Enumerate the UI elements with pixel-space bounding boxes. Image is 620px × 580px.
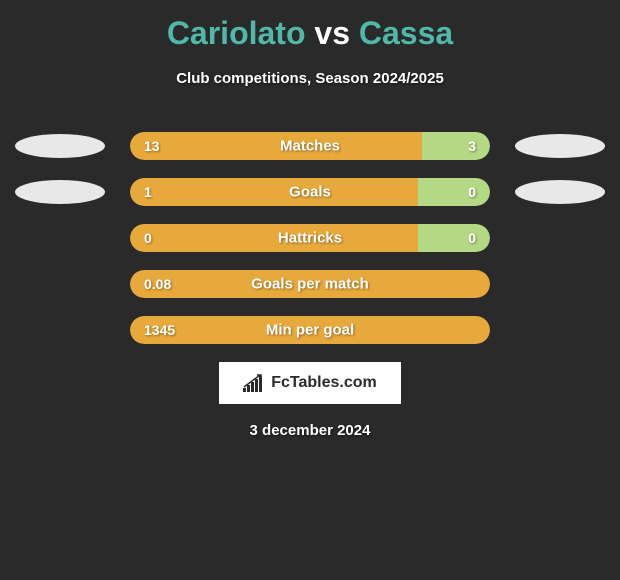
bar-right: 3 <box>422 132 490 160</box>
stat-row: 13 3 Matches <box>5 132 615 160</box>
stat-right-value: 0 <box>468 184 476 200</box>
stat-label: Goals <box>289 184 331 201</box>
player2-avatar <box>515 180 605 204</box>
stat-row: 1345 Min per goal <box>5 316 615 344</box>
stat-left-value: 0 <box>144 230 152 246</box>
date-text: 3 december 2024 <box>5 422 615 439</box>
stat-row: 1 0 Goals <box>5 178 615 206</box>
bar-right: 0 <box>418 224 490 252</box>
logo-box[interactable]: FcTables.com <box>219 362 401 404</box>
bar-left: 1 <box>130 178 418 206</box>
player1-avatar <box>15 180 105 204</box>
stat-bar: 0.08 Goals per match <box>130 270 490 298</box>
stat-right-value: 0 <box>468 230 476 246</box>
stat-bar: 1 0 Goals <box>130 178 490 206</box>
stat-left-value: 1 <box>144 184 152 200</box>
stat-label: Min per goal <box>266 322 354 339</box>
player1-avatar <box>15 134 105 158</box>
chart-icon <box>243 374 265 392</box>
bar-right: 0 <box>418 178 490 206</box>
logo-container: FcTables.com <box>5 362 615 404</box>
stat-row: 0.08 Goals per match <box>5 270 615 298</box>
stats-container: 13 3 Matches 1 0 Goals 0 0 Hattricks 0.08 Goals pe… <box>5 132 615 344</box>
stat-bar: 0 0 Hattricks <box>130 224 490 252</box>
avatar-slot-left <box>5 134 115 158</box>
avatar-slot-left <box>5 180 115 204</box>
logo-text: FcTables.com <box>271 374 377 392</box>
stat-left-value: 13 <box>144 138 160 154</box>
stat-bar: 13 3 Matches <box>130 132 490 160</box>
player1-name: Cariolato <box>167 15 306 51</box>
player2-name: Cassa <box>359 15 453 51</box>
stat-row: 0 0 Hattricks <box>5 224 615 252</box>
player2-avatar <box>515 134 605 158</box>
avatar-slot-right <box>505 180 615 204</box>
subtitle: Club competitions, Season 2024/2025 <box>5 70 615 87</box>
bar-left: 0 <box>130 224 418 252</box>
stat-bar: 1345 Min per goal <box>130 316 490 344</box>
bar-left: 13 <box>130 132 422 160</box>
stat-label: Matches <box>280 138 340 155</box>
main-container: Cariolato vs Cassa Club competitions, Se… <box>0 0 620 449</box>
page-title: Cariolato vs Cassa <box>5 15 615 52</box>
vs-text: vs <box>314 15 350 51</box>
avatar-slot-right <box>505 134 615 158</box>
stat-label: Hattricks <box>278 230 342 247</box>
stat-right-value: 3 <box>468 138 476 154</box>
stat-left-value: 0.08 <box>144 276 171 292</box>
stat-label: Goals per match <box>251 276 369 293</box>
stat-left-value: 1345 <box>144 322 175 338</box>
